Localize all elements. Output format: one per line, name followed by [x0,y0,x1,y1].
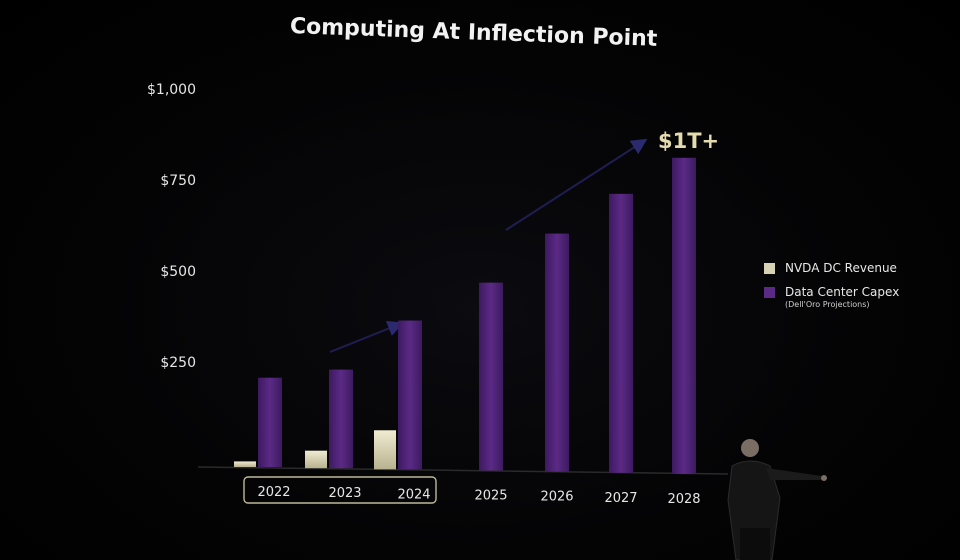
bars-group [234,157,696,475]
y-tick-label-500: $500 [160,264,196,280]
bar-capex-2023 [329,369,353,469]
trend-arrows [329,138,648,353]
legend: NVDA DC Revenue Data Center Capex (Dell'… [764,256,899,309]
y-tick-label-250: $250 [160,355,196,371]
bar-revenue-2022 [234,461,256,467]
x-axis-baseline [197,466,729,475]
legend-swatch-capex [764,286,775,298]
x-tick-label-2027: 2027 [604,491,637,506]
one-trillion-annotation: $1T+ [658,129,719,153]
x-tick-label-2026: 2026 [540,490,573,505]
bar-capex-2028 [672,157,696,475]
bar-revenue-2023 [305,450,327,469]
trend-arrow-early [329,321,404,353]
y-axis-ticks: $1,000 $750 $500 $250 [147,82,196,371]
trend-arrow-projection [505,138,648,231]
legend-label-revenue: NVDA DC Revenue [785,261,897,275]
y-tick-label-750: $750 [160,173,196,189]
y-tick-label-1000: $1,000 [147,82,196,98]
x-tick-label-2024: 2024 [397,487,430,502]
highlight-box-2022-2024 [243,476,437,504]
bar-capex-2027 [609,193,633,473]
x-tick-label-2028: 2028 [667,492,700,507]
bar-capex-2025 [479,282,503,471]
legend-item-data-center-capex: Data Center Capex [764,280,899,304]
presenter-silhouette [727,439,827,560]
bar-revenue-2024 [374,430,396,470]
x-tick-label-2025: 2025 [474,489,507,504]
bar-capex-2024 [398,320,422,470]
x-tick-label-2022: 2022 [257,485,290,500]
legend-note: (Dell'Oro Projections) [785,300,870,309]
legend-label-capex: Data Center Capex [785,285,900,299]
legend-item-nvda-dc-revenue: NVDA DC Revenue [764,256,899,280]
legend-swatch-revenue [764,262,775,274]
x-tick-label-2023: 2023 [328,486,361,501]
x-axis-ticks: 2022 2023 2024 2025 2026 2027 2028 [257,485,700,507]
bar-capex-2026 [545,233,569,472]
bar-capex-2022 [258,377,282,467]
